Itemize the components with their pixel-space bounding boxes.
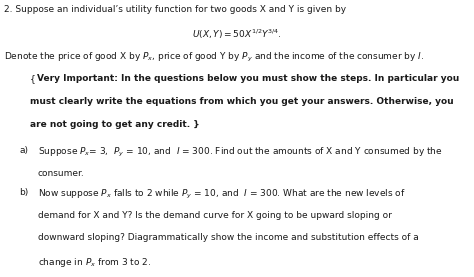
- Text: downward sloping? Diagrammatically show the income and substitution effects of a: downward sloping? Diagrammatically show …: [38, 233, 419, 242]
- Text: change in $P_x$ from 3 to 2.: change in $P_x$ from 3 to 2.: [38, 256, 151, 269]
- Text: Denote the price of good X by $P_x$, price of good Y by $P_y$ and the income of : Denote the price of good X by $P_x$, pri…: [4, 50, 424, 63]
- Text: Now suppose $P_x$ falls to 2 while $P_y$ = 10, and  $I$ = 300. What are the new : Now suppose $P_x$ falls to 2 while $P_y$…: [38, 188, 406, 201]
- Text: 2. Suppose an individual’s utility function for two goods X and Y is given by: 2. Suppose an individual’s utility funct…: [4, 5, 346, 14]
- Text: must clearly write the equations from which you get your answers. Otherwise, you: must clearly write the equations from wh…: [30, 97, 454, 106]
- Text: demand for X and Y? Is the demand curve for X going to be upward sloping or: demand for X and Y? Is the demand curve …: [38, 211, 392, 220]
- Text: Very Important: In the questions below you must show the steps. In particular yo: Very Important: In the questions below y…: [37, 74, 459, 83]
- Text: b): b): [19, 188, 28, 197]
- Text: Suppose $P_x$= 3,  $P_y$ = 10, and  $I$ = 300. Find out the amounts of X and Y c: Suppose $P_x$= 3, $P_y$ = 10, and $I$ = …: [38, 146, 443, 159]
- Text: $U(X,Y) = 50X^{1/2}Y^{3/4}.$: $U(X,Y) = 50X^{1/2}Y^{3/4}.$: [192, 28, 282, 41]
- Text: consumer.: consumer.: [38, 168, 85, 178]
- Text: a): a): [19, 146, 28, 155]
- Text: {: {: [30, 74, 36, 83]
- Text: are not going to get any credit. }: are not going to get any credit. }: [30, 120, 200, 129]
